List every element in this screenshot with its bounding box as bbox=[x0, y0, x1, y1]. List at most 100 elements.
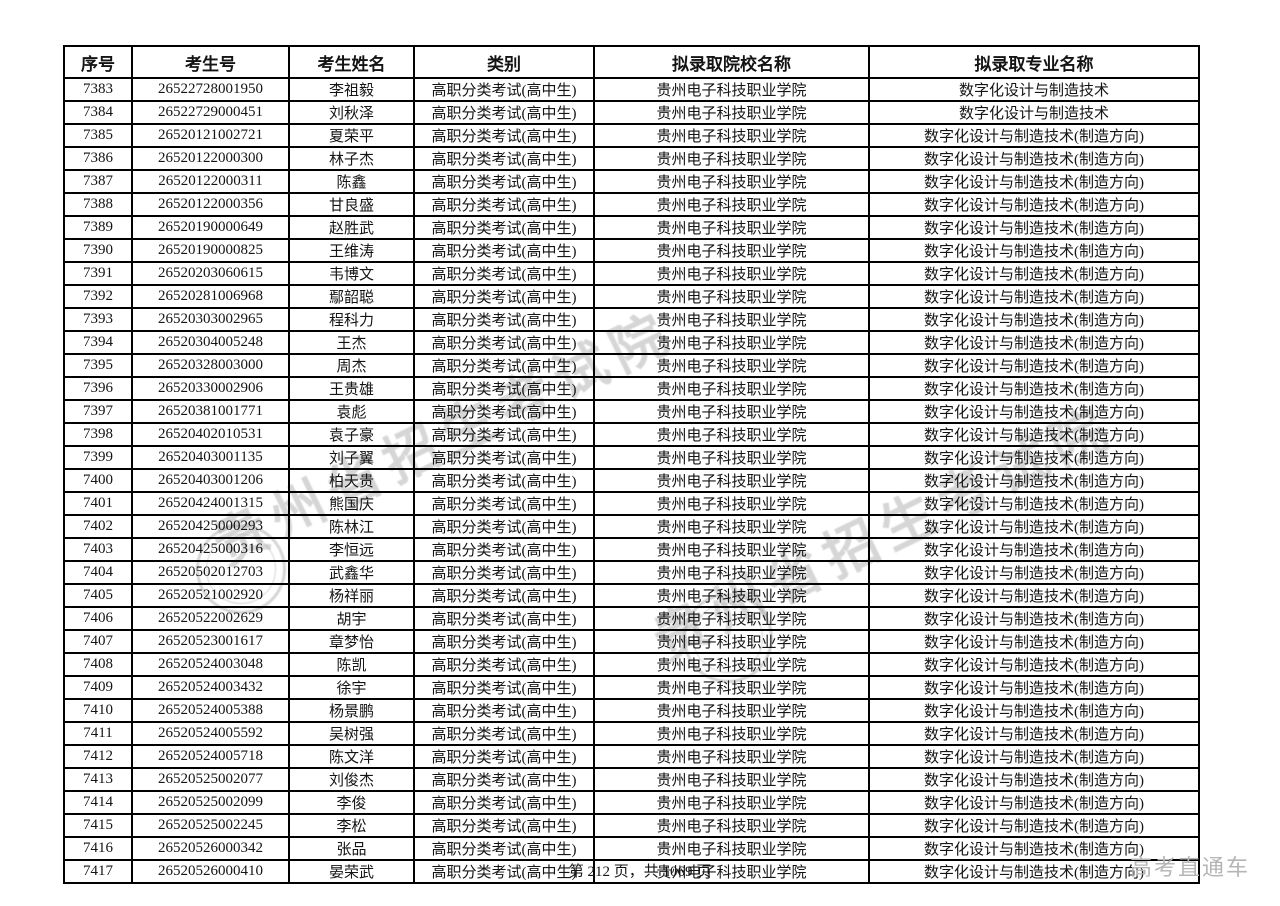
table-cell: 高职分类考试(高中生) bbox=[413, 422, 595, 447]
table-row: 7385 26520121002721 夏荣平 高职分类考试(高中生) 贵州电子科技职业… bbox=[63, 123, 1200, 148]
table-cell: 贵州电子科技职业学院 bbox=[593, 123, 870, 148]
table-cell: 李恒远 bbox=[288, 537, 415, 562]
table-cell: 高职分类考试(高中生) bbox=[413, 560, 595, 585]
table-row: 7417 26520526000410 晏荣武 高职分类考试(高中生) 贵州电子科技职业… bbox=[63, 859, 1200, 884]
table-cell: 7409 bbox=[63, 675, 133, 700]
column-header: 拟录取专业名称 bbox=[868, 45, 1200, 79]
table-cell: 贵州电子科技职业学院 bbox=[593, 238, 870, 263]
table-cell: 7406 bbox=[63, 606, 133, 631]
table-row: 7396 26520330002906 王贵雄 高职分类考试(高中生) 贵州电子科技职业… bbox=[63, 376, 1200, 401]
table-cell: 数字化设计与制造技术(制造方向) bbox=[868, 767, 1200, 792]
table-cell: 高职分类考试(高中生) bbox=[413, 491, 595, 516]
table-cell: 7412 bbox=[63, 744, 133, 769]
page-number-text: 第 212 页，共 1069 页 bbox=[568, 864, 712, 880]
table-cell: 高职分类考试(高中生) bbox=[413, 836, 595, 861]
table-cell: 贵州电子科技职业学院 bbox=[593, 468, 870, 493]
table-row: 7398 26520402010531 袁子豪 高职分类考试(高中生) 贵州电子科技职业… bbox=[63, 422, 1200, 447]
table-cell: 高职分类考试(高中生) bbox=[413, 399, 595, 424]
table-cell: 高职分类考试(高中生) bbox=[413, 652, 595, 677]
table-cell: 数字化设计与制造技术(制造方向) bbox=[868, 491, 1200, 516]
table-cell: 数字化设计与制造技术(制造方向) bbox=[868, 537, 1200, 562]
table-row: 7387 26520122000311 陈鑫 高职分类考试(高中生) 贵州电子科技职业学… bbox=[63, 169, 1200, 194]
table-cell: 26520526000342 bbox=[131, 836, 290, 861]
table-cell: 7417 bbox=[63, 859, 133, 884]
table-cell: 26520281006968 bbox=[131, 284, 290, 309]
table-cell: 高职分类考试(高中生) bbox=[413, 606, 595, 631]
table-cell: 数字化设计与制造技术 bbox=[868, 77, 1200, 102]
table-cell: 7402 bbox=[63, 514, 133, 539]
table-cell: 高职分类考试(高中生) bbox=[413, 790, 595, 815]
table-cell: 贵州电子科技职业学院 bbox=[593, 399, 870, 424]
table-cell: 李松 bbox=[288, 813, 415, 838]
table-cell: 数字化设计与制造技术(制造方向) bbox=[868, 399, 1200, 424]
table-cell: 贵州电子科技职业学院 bbox=[593, 307, 870, 332]
table-cell: 高职分类考试(高中生) bbox=[413, 100, 595, 125]
table-cell: 7399 bbox=[63, 445, 133, 470]
table-cell: 贵州电子科技职业学院 bbox=[593, 859, 870, 884]
table-cell: 7410 bbox=[63, 698, 133, 723]
table-cell: 陈林江 bbox=[288, 514, 415, 539]
table-cell: 数字化设计与制造技术 bbox=[868, 100, 1200, 125]
table-cell: 刘俊杰 bbox=[288, 767, 415, 792]
table-cell: 高职分类考试(高中生) bbox=[413, 537, 595, 562]
table-cell: 数字化设计与制造技术(制造方向) bbox=[868, 192, 1200, 217]
table-cell: 26520525002245 bbox=[131, 813, 290, 838]
table-cell: 章梦怡 bbox=[288, 629, 415, 654]
table-cell: 7415 bbox=[63, 813, 133, 838]
table-cell: 数字化设计与制造技术(制造方向) bbox=[868, 215, 1200, 240]
table-row: 7386 26520122000300 林子杰 高职分类考试(高中生) 贵州电子科技职业… bbox=[63, 146, 1200, 171]
table-cell: 高职分类考试(高中生) bbox=[413, 629, 595, 654]
table-row: 7390 26520190000825 王维涛 高职分类考试(高中生) 贵州电子科技职业… bbox=[63, 238, 1200, 263]
table-cell: 王杰 bbox=[288, 330, 415, 355]
table-cell: 26520425000293 bbox=[131, 514, 290, 539]
table-cell: 甘良盛 bbox=[288, 192, 415, 217]
table-cell: 徐宇 bbox=[288, 675, 415, 700]
table-cell: 熊国庆 bbox=[288, 491, 415, 516]
table-row: 7400 26520403001206 柏天贵 高职分类考试(高中生) 贵州电子科技职业… bbox=[63, 468, 1200, 493]
table-cell: 高职分类考试(高中生) bbox=[413, 583, 595, 608]
table-cell: 26520381001771 bbox=[131, 399, 290, 424]
table-cell: 26520203060615 bbox=[131, 261, 290, 286]
table-cell: 数字化设计与制造技术(制造方向) bbox=[868, 560, 1200, 585]
table-row: 7394 26520304005248 王杰 高职分类考试(高中生) 贵州电子科技职业学… bbox=[63, 330, 1200, 355]
table-cell: 7411 bbox=[63, 721, 133, 746]
table-cell: 数字化设计与制造技术(制造方向) bbox=[868, 744, 1200, 769]
table-cell: 杨祥丽 bbox=[288, 583, 415, 608]
table-cell: 7386 bbox=[63, 146, 133, 171]
table-cell: 高职分类考试(高中生) bbox=[413, 698, 595, 723]
table-cell: 高职分类考试(高中生) bbox=[413, 353, 595, 378]
table-cell: 26520521002920 bbox=[131, 583, 290, 608]
table-cell: 26520121002721 bbox=[131, 123, 290, 148]
table-cell: 26520524003432 bbox=[131, 675, 290, 700]
table-cell: 刘子翼 bbox=[288, 445, 415, 470]
table-cell: 26520525002099 bbox=[131, 790, 290, 815]
table-cell: 7413 bbox=[63, 767, 133, 792]
table-cell: 7393 bbox=[63, 307, 133, 332]
table-cell: 7383 bbox=[63, 77, 133, 102]
table-cell: 数字化设计与制造技术(制造方向) bbox=[868, 606, 1200, 631]
table-cell: 陈凯 bbox=[288, 652, 415, 677]
table-cell: 袁彪 bbox=[288, 399, 415, 424]
table-cell: 周杰 bbox=[288, 353, 415, 378]
table-cell: 7392 bbox=[63, 284, 133, 309]
table-cell: 26520402010531 bbox=[131, 422, 290, 447]
table-cell: 李祖毅 bbox=[288, 77, 415, 102]
table-cell: 数字化设计与制造技术(制造方向) bbox=[868, 330, 1200, 355]
table-cell: 高职分类考试(高中生) bbox=[413, 767, 595, 792]
column-header: 序号 bbox=[63, 45, 133, 79]
table-cell: 26520524003048 bbox=[131, 652, 290, 677]
table-row: 7416 26520526000342 张品 高职分类考试(高中生) 贵州电子科技职业学… bbox=[63, 836, 1200, 861]
table-row: 7405 26520521002920 杨祥丽 高职分类考试(高中生) 贵州电子科技职业… bbox=[63, 583, 1200, 608]
table-cell: 数字化设计与制造技术(制造方向) bbox=[868, 859, 1200, 884]
table-cell: 26520523001617 bbox=[131, 629, 290, 654]
table-cell: 26520526000410 bbox=[131, 859, 290, 884]
table-cell: 26522728001950 bbox=[131, 77, 290, 102]
table-cell: 26520190000825 bbox=[131, 238, 290, 263]
table-row: 7406 26520522002629 胡宇 高职分类考试(高中生) 贵州电子科技职业学… bbox=[63, 606, 1200, 631]
table-cell: 7385 bbox=[63, 123, 133, 148]
table-cell: 张品 bbox=[288, 836, 415, 861]
table-cell: 韦博文 bbox=[288, 261, 415, 286]
table-cell: 鄢韶聪 bbox=[288, 284, 415, 309]
table-row: 7408 26520524003048 陈凯 高职分类考试(高中生) 贵州电子科技职业学… bbox=[63, 652, 1200, 677]
